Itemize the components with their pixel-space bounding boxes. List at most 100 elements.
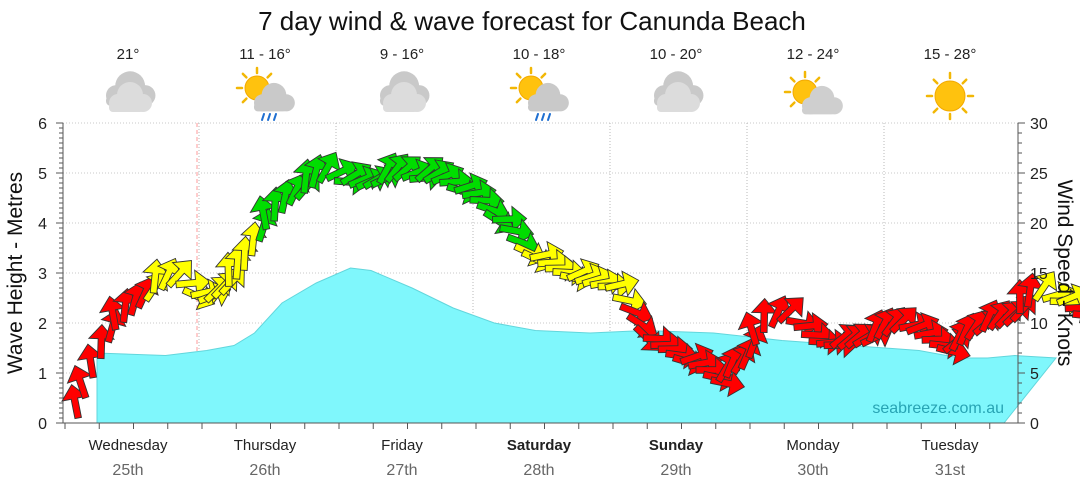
sun-ray bbox=[241, 72, 248, 79]
y2-tick-label: 10 bbox=[1030, 316, 1048, 333]
temperature-label: 12 - 24° bbox=[787, 46, 840, 63]
watermark: seabreeze.com.au bbox=[872, 400, 1004, 417]
sun-ray bbox=[515, 72, 522, 79]
wind-arrow bbox=[1017, 272, 1044, 308]
wave-height-area-path bbox=[96, 267, 1057, 424]
rain-drop bbox=[541, 113, 545, 121]
cloud-base bbox=[383, 103, 418, 112]
sun-disc bbox=[934, 80, 966, 112]
sun-ray bbox=[814, 76, 821, 83]
temperature-label: 9 - 16° bbox=[380, 46, 424, 63]
y2-tick-label: 30 bbox=[1030, 116, 1048, 133]
wind-arrow bbox=[469, 187, 505, 215]
day-date-label: 27th bbox=[386, 462, 417, 479]
rain-drop bbox=[267, 113, 271, 121]
day-name-label: Monday bbox=[786, 437, 840, 454]
y-axis-title: Wave Height - Metres bbox=[4, 172, 27, 374]
wind-arrow bbox=[737, 311, 764, 347]
wind-arrow bbox=[175, 269, 211, 297]
wind-arrow bbox=[249, 195, 277, 231]
wind-arrow bbox=[303, 153, 330, 189]
wave-height-area bbox=[96, 267, 1057, 424]
sun-ray bbox=[540, 72, 547, 79]
y-tick-label: 5 bbox=[38, 166, 47, 183]
temperature-label: 10 - 20° bbox=[650, 46, 703, 63]
wind-arrow bbox=[1031, 271, 1058, 303]
cloud-base bbox=[802, 105, 836, 115]
day-date-label: 31st bbox=[935, 462, 966, 479]
axes bbox=[56, 122, 1025, 429]
rain-drop bbox=[547, 113, 551, 121]
y2-tick-label: 5 bbox=[1030, 366, 1039, 383]
sun-ray bbox=[515, 97, 522, 104]
sun-ray bbox=[932, 107, 939, 114]
sun-ray bbox=[789, 101, 796, 108]
wind-arrow bbox=[165, 260, 192, 289]
cloud-base bbox=[109, 103, 144, 112]
temperature-label: 10 - 18° bbox=[513, 46, 566, 63]
wind-arrows bbox=[61, 151, 1080, 420]
wind-arrow bbox=[888, 307, 917, 335]
y-tick-label: 6 bbox=[38, 116, 47, 133]
day-name-label: Tuesday bbox=[922, 437, 979, 454]
wind-arrow bbox=[1071, 302, 1080, 330]
axis-labels: 0 1 2 3 4 5 6 0 5 10 15 20 25 30 Wednesday 25th Thursday… bbox=[38, 116, 1048, 479]
temperature-label: 15 - 28° bbox=[924, 46, 977, 63]
rain-drop bbox=[261, 113, 265, 121]
wind-arrow bbox=[492, 205, 528, 233]
day-date-label: 30th bbox=[797, 462, 828, 479]
wind-arrow bbox=[775, 297, 804, 325]
y-tick-label: 3 bbox=[38, 266, 47, 283]
wind-arrow bbox=[1055, 283, 1080, 309]
wind-arrow bbox=[766, 295, 792, 329]
y-tick-label: 2 bbox=[38, 316, 47, 333]
wind-arrow bbox=[76, 343, 104, 379]
cloud-icon bbox=[380, 71, 430, 112]
wind-arrow bbox=[498, 218, 535, 245]
y2-tick-label: 25 bbox=[1030, 166, 1048, 183]
sun-ray bbox=[961, 78, 968, 85]
day-date-label: 26th bbox=[249, 462, 280, 479]
wind-arrow bbox=[604, 270, 640, 297]
wind-arrow bbox=[66, 364, 93, 400]
weather-row: 21° 11 - 16° 9 - 16° 10 - 18° 10 - 20° 12 - 2… bbox=[106, 46, 977, 121]
sun-icon bbox=[925, 71, 975, 121]
sun-cloud-rain-icon bbox=[509, 66, 569, 121]
cloud-base bbox=[528, 102, 562, 112]
sun-ray bbox=[266, 72, 273, 79]
wind-arrow bbox=[1064, 293, 1080, 322]
temperature-label: 21° bbox=[117, 46, 140, 63]
wind-arrow bbox=[709, 370, 746, 398]
y-tick-label: 1 bbox=[38, 366, 47, 383]
sun-ray bbox=[961, 107, 968, 114]
sun-ray bbox=[241, 97, 248, 104]
cloud-icon bbox=[106, 71, 156, 112]
cloud-icon bbox=[654, 71, 704, 112]
day-date-label: 29th bbox=[660, 462, 691, 479]
day-name-label: Wednesday bbox=[89, 437, 168, 454]
wind-arrow bbox=[750, 297, 778, 334]
day-date-label: 28th bbox=[523, 462, 554, 479]
y-tick-label: 0 bbox=[38, 416, 47, 433]
y2-tick-label: 0 bbox=[1030, 416, 1039, 433]
day-name-label: Friday bbox=[381, 437, 423, 454]
rain-drop bbox=[273, 113, 277, 121]
y2-axis-title: Wind Speed - Knots bbox=[1053, 180, 1076, 367]
y2-tick-label: 15 bbox=[1030, 266, 1048, 283]
sun-ray bbox=[789, 76, 796, 83]
cloud-base bbox=[254, 102, 288, 112]
sun-cloud-rain-icon bbox=[235, 66, 295, 121]
sun-ray bbox=[932, 78, 939, 85]
day-date-label: 25th bbox=[112, 462, 143, 479]
sun-cloud-icon bbox=[783, 70, 843, 115]
chart-title: 7 day wind & wave forecast for Canunda B… bbox=[258, 6, 806, 36]
y-tick-label: 4 bbox=[38, 216, 47, 233]
wind-arrow bbox=[315, 151, 341, 185]
rain-drop bbox=[535, 113, 539, 121]
temperature-label: 11 - 16° bbox=[239, 46, 291, 63]
day-name-label: Saturday bbox=[507, 437, 572, 454]
wind-arrow bbox=[611, 287, 648, 315]
day-name-label: Thursday bbox=[234, 437, 297, 454]
y2-tick-label: 20 bbox=[1030, 216, 1048, 233]
